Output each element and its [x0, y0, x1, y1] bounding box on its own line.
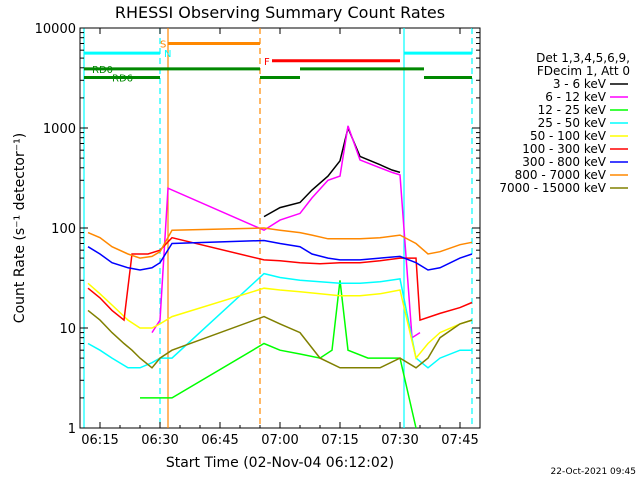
series-line-7-0 [87, 227, 473, 259]
x-tick-label-4: 07:15 [321, 433, 358, 448]
series-line-4-0 [87, 282, 473, 360]
x-axis-label: Start Time (02-Nov-04 06:12:02) [166, 455, 394, 471]
flag-label-s: S [160, 39, 166, 50]
legend-label-5: 100 - 300 keV [522, 142, 606, 156]
legend-label-4: 50 - 100 keV [530, 129, 607, 143]
legend-label-1: 6 - 12 keV [545, 90, 607, 104]
legend-label-3: 25 - 50 keV [538, 116, 607, 130]
x-tick-label-5: 07:30 [381, 433, 418, 448]
footer-timestamp: 22-Oct-2021 09:45 [551, 467, 636, 477]
y-tick-label-3: 1000 [43, 122, 76, 137]
y-tick-label-0: 1 [68, 422, 76, 437]
x-tick-label-1: 06:30 [141, 433, 178, 448]
legend-label-2: 12 - 25 keV [538, 103, 607, 117]
legend: Det 1,3,4,5,6,9,FDecim 1, Att 03 - 6 keV… [499, 51, 630, 195]
x-tick-label-2: 06:45 [201, 433, 238, 448]
y-tick-label-2: 100 [51, 222, 76, 237]
flag-label-f: F [264, 57, 270, 68]
series-line-6-0 [87, 239, 473, 271]
chart-title: RHESSI Observing Summary Count Rates [115, 3, 445, 22]
legend-label-7: 800 - 7000 keV [515, 168, 607, 182]
legend-label-0: 3 - 6 keV [553, 77, 607, 91]
series-line-0-1 [263, 125, 401, 218]
series-line-5-0 [87, 236, 473, 322]
legend-label-6: 300 - 800 keV [522, 155, 606, 169]
flag-label-n: N [164, 49, 171, 60]
flag-label-rd0: RD0 [92, 65, 113, 76]
x-tick-label-3: 07:00 [261, 433, 298, 448]
series-line-1-0 [151, 125, 421, 340]
y-tick-label-1: 10 [59, 322, 76, 337]
legend-header-0: Det 1,3,4,5,6,9, [536, 51, 630, 65]
y-axis-label: Count Rate (s⁻¹ detector⁻¹) [12, 133, 28, 323]
vertical-markers [83, 28, 473, 428]
series-line-2-0 [140, 280, 417, 429]
x-tick-label-0: 06:15 [81, 433, 118, 448]
series-lines [87, 125, 473, 429]
legend-header-1: FDecim 1, Att 0 [537, 64, 630, 78]
series-line-3-0 [87, 272, 472, 369]
y-tick-label-4: 10000 [35, 22, 76, 37]
legend-label-8: 7000 - 15000 keV [499, 181, 606, 195]
series-line-8-0 [87, 309, 473, 369]
flag-label-rd6: RD6 [112, 73, 133, 84]
axis-ticks: 06:15 06:30 06:45 07:00 07:15 07:30 07:45 1 10 10… [35, 22, 481, 448]
x-tick-label-6: 07:45 [441, 433, 478, 448]
